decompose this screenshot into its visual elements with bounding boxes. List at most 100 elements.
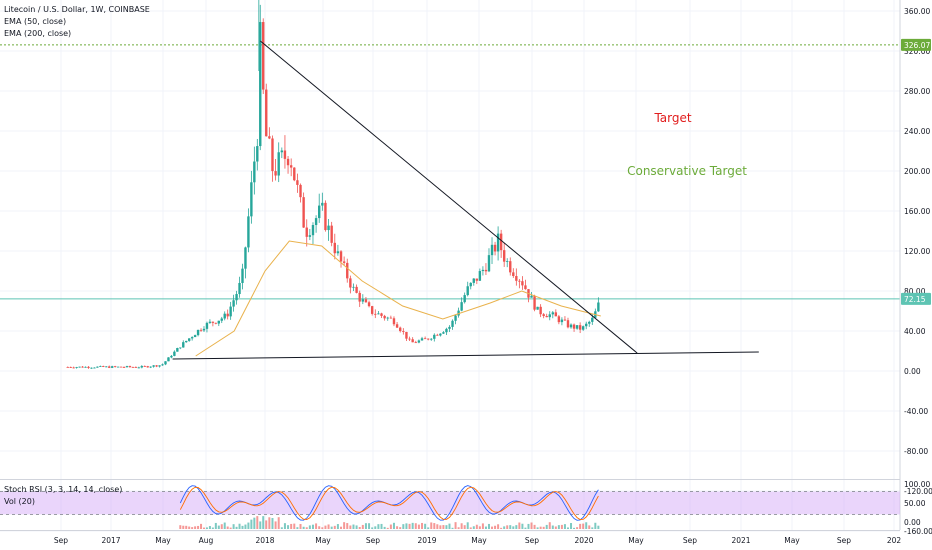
stoch-rsi-band [0,491,900,515]
volume-bar [302,526,305,529]
volume-bar [533,524,536,529]
candle-body [557,316,561,323]
trendlines[interactable] [172,40,759,360]
volume-bar [478,526,481,529]
volume-bar [361,524,364,529]
candle-body [367,302,371,307]
candle-body [299,184,302,198]
candle-body [179,347,182,349]
price-tick-label: 120.00 [904,247,930,256]
candle-body [262,22,265,90]
candle-body [349,278,352,288]
volume-bar [445,525,448,529]
volume-bar [358,526,361,529]
time-tick-label: 2021 [731,536,750,545]
volume-bar [448,523,451,529]
candle-body [296,180,299,185]
candle-body [395,324,399,328]
candle-body [193,335,197,338]
volume-bar [594,522,597,529]
time-tick-label: May [315,536,331,545]
candle-body [563,319,567,321]
candle-body [585,323,588,327]
volume-bar [433,523,436,529]
candle-body [545,316,548,318]
volume-bar [554,526,557,529]
candle-body [229,306,232,317]
candle-body [280,150,284,153]
candle-body [346,262,349,279]
candle-body [302,197,305,228]
volume-bar [235,526,238,529]
candle-body [536,306,539,310]
volume-bar [579,523,582,529]
price-tick-label: 240.00 [904,127,930,136]
volume-bar [194,526,197,529]
volume-bar [287,525,290,529]
candle-body [417,340,421,343]
volume-bar [585,522,588,529]
volume-bar [197,525,200,529]
volume-bar [364,523,367,529]
volume-bar [442,525,445,529]
price-tick-label: 0.00 [904,367,921,376]
volume-bar [463,525,466,529]
candle-body [143,366,146,367]
candle-body [155,365,158,367]
candle-body [569,324,573,328]
candle-body [481,269,485,272]
price-tick-label: 80.00 [904,287,926,296]
candle-body [247,216,250,248]
candle-body [448,326,451,329]
candle-body [469,282,472,287]
volume-bar [563,524,566,529]
time-tick-label: 2020 [574,536,593,545]
candle-body [324,202,327,231]
volume-bar [484,526,487,529]
volume-bar [262,516,265,529]
candle-body [217,320,220,324]
price-tick-label: 200.00 [904,167,930,176]
volume-bar [457,527,460,529]
candle-body [96,366,99,368]
volume-bar [179,525,182,529]
grid [0,0,900,532]
candle-body [327,225,330,231]
volume-bar [247,522,250,529]
candle-body [530,295,533,298]
candle-body [102,366,105,367]
volume-bar [377,524,380,529]
volume-bar [244,524,247,529]
volume-bar [408,523,411,529]
time-tick-label: Sep [366,536,380,545]
candle-body [241,268,244,283]
volume-bar [539,526,542,529]
volume-bar [299,523,302,529]
stoch-tick-label: 0.00 [904,518,921,527]
candle-body [199,329,203,331]
volume-bar [324,525,327,529]
candle-body [597,302,600,312]
volume-bar [570,523,573,529]
price-tick-label: 40.00 [904,327,926,336]
candle-body [355,286,358,293]
volume-bar [494,525,497,529]
volume-bar [466,522,469,529]
volume-bar [318,526,321,529]
candle-body [277,152,280,176]
volume-bar [509,525,512,529]
candle-body [548,314,551,318]
volume-bar [500,527,503,529]
volume-bar [277,517,280,529]
candle-body [161,364,164,366]
time-axis[interactable]: Sep 2017 May Aug 2018 May Sep 2019 May Sep 2020 May… [54,536,901,545]
volume-bar [305,527,308,529]
candle-body [99,366,102,367]
volume-bar [217,525,220,529]
candle-body [581,326,585,330]
volume-bar [417,524,420,529]
price-axis[interactable]: 560.00520.00480.00440.00400.00360.00320.… [904,0,932,536]
candle-body [457,310,460,316]
